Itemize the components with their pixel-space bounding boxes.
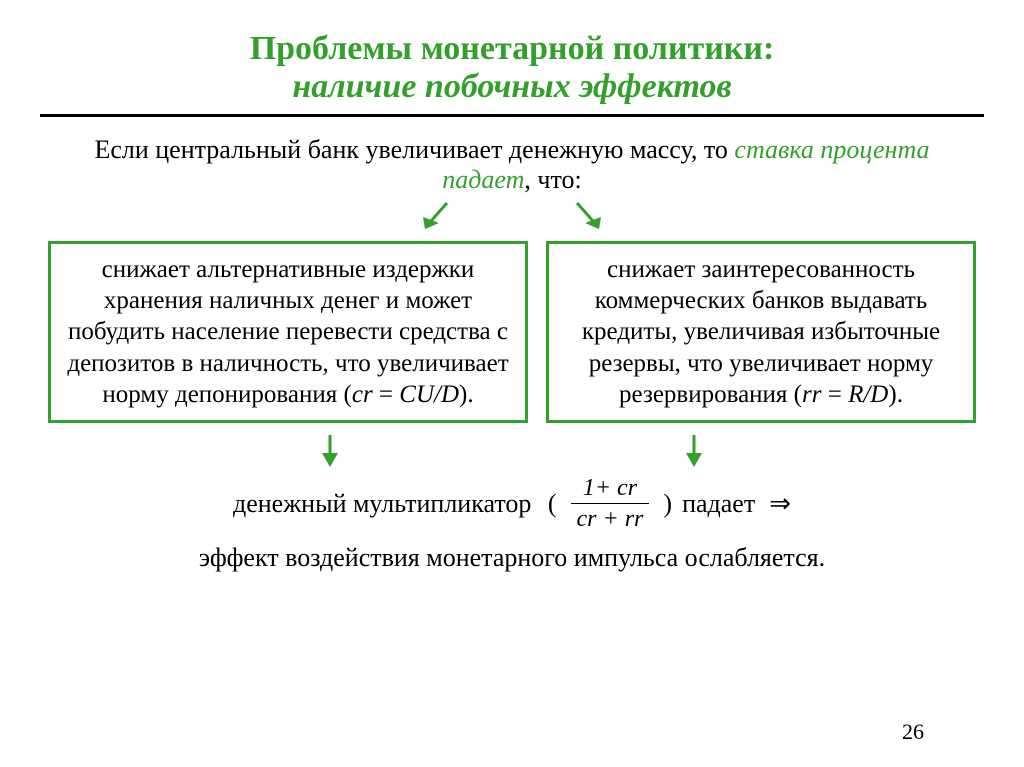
intro-suffix: , что:	[524, 165, 581, 194]
multiplier-fraction: 1+ cr cr + rr	[571, 475, 650, 533]
box-left: снижает альтернативные издержки хранения…	[48, 241, 528, 423]
fraction-denominator: cr + rr	[571, 503, 650, 532]
arrows-top	[40, 201, 984, 235]
box-left-rhs: CU/D	[399, 381, 459, 408]
boxes-row: снижает альтернативные издержки хранения…	[40, 241, 984, 423]
multiplier-falls: падает	[682, 489, 755, 519]
arrow-down-right-icon	[567, 201, 607, 235]
arrow-down-icon	[318, 433, 342, 469]
arrows-bottom	[40, 433, 984, 469]
box-left-post: ).	[459, 381, 474, 408]
box-right: снижает заинтересованность коммерческих …	[546, 241, 976, 423]
arrow-down-left-icon	[417, 201, 457, 235]
title-line2: наличие побочных эффектов	[40, 68, 984, 106]
intro-text: Если центральный банк увеличивает денежн…	[90, 135, 934, 195]
intro-prefix: Если центральный банк увеличивает денежн…	[94, 135, 734, 164]
effect-text: эффект воздействия монетарного импульса …	[40, 543, 984, 573]
paren-close: )	[663, 489, 672, 519]
page-number: 26	[902, 719, 924, 745]
arrow-down-icon	[682, 433, 706, 469]
title-block: Проблемы монетарной политики: наличие по…	[40, 30, 984, 106]
box-right-rhs: R/D	[848, 381, 888, 408]
box-left-lhs: cr	[352, 381, 373, 408]
box-right-post: ).	[888, 381, 903, 408]
fraction-numerator: 1+ cr	[577, 475, 643, 503]
box-right-lhs: rr	[802, 381, 821, 408]
paren-open: (	[541, 489, 556, 519]
implies-icon: ⇒	[769, 489, 791, 519]
title-line1: Проблемы монетарной политики:	[40, 30, 984, 68]
multiplier-row: денежный мультипликатор ( 1+ cr cr + rr …	[40, 475, 984, 533]
title-divider	[40, 114, 984, 117]
multiplier-label: денежный мультипликатор	[233, 489, 531, 519]
